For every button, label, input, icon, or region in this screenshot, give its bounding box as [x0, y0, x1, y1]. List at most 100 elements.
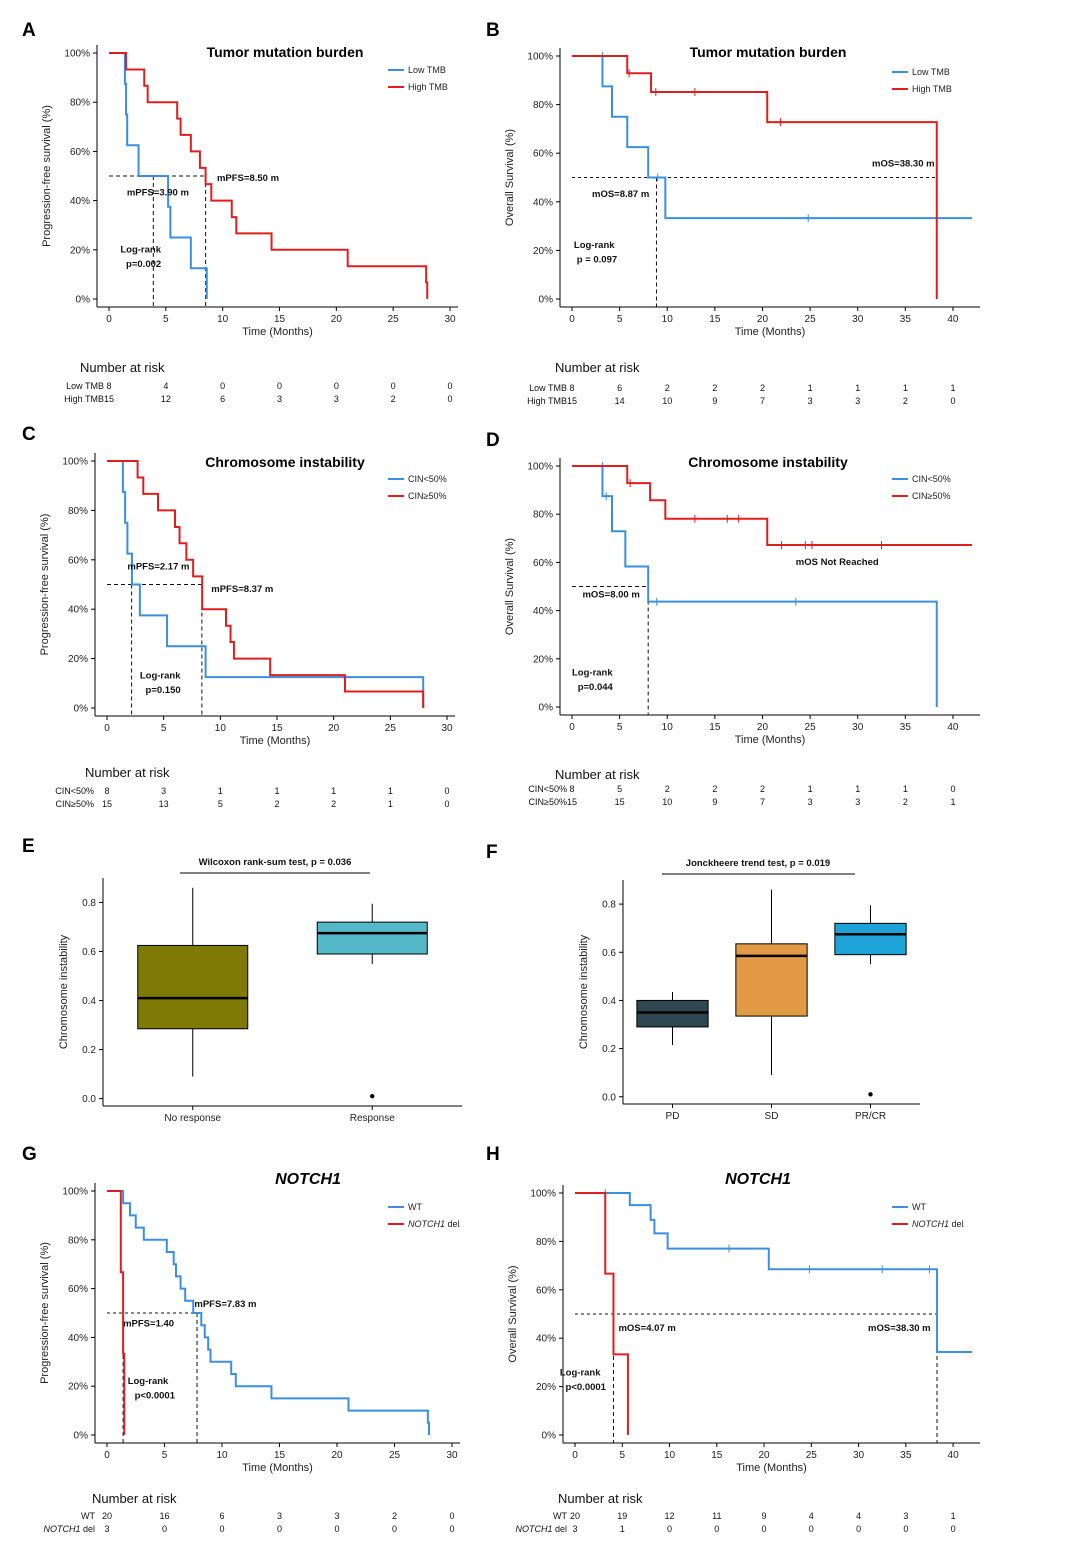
risk-value: 0 [903, 1524, 908, 1534]
annotation: p<0.0001 [135, 1390, 176, 1401]
x-tick-label: 5 [163, 314, 169, 325]
x-tick-label: 30 [853, 1450, 865, 1461]
risk-row-label: High TMB [527, 396, 567, 406]
risk-row-label: NOTCH1 del [43, 1524, 95, 1534]
y-axis-label: Overall Survival (%) [504, 538, 516, 635]
risk-table-title: Number at risk [555, 767, 640, 782]
risk-value: 0 [809, 1524, 814, 1534]
risk-value: 12 [161, 394, 171, 404]
x-tick-label: PR/CR [855, 1111, 886, 1122]
risk-value: 1 [218, 786, 223, 796]
y-axis-label: Progression-free survival (%) [39, 1242, 51, 1384]
y-tick-label: 100% [530, 1189, 556, 1200]
risk-value: 1 [331, 786, 336, 796]
risk-value: 19 [617, 1511, 627, 1521]
box-panel-f: F 0.0 0.2 0.4 0.6 0.8 Chromosome instability Jo… [486, 842, 920, 1122]
y-axis-label: Chromosome instability [578, 934, 590, 1049]
y-tick-label: 60% [536, 1285, 556, 1296]
risk-value: 0 [667, 1524, 672, 1534]
outlier-point [868, 1092, 873, 1097]
risk-value: 3 [855, 797, 860, 807]
y-axis-label: Overall Survival (%) [507, 1265, 519, 1362]
y-tick-label: 0.8 [602, 900, 616, 911]
annotation: mOS Not Reached [796, 557, 879, 568]
risk-row-label: Low TMB [66, 381, 104, 391]
x-tick-label: 25 [805, 722, 817, 733]
y-axis-label: Progression-free survival (%) [39, 514, 51, 656]
risk-value: 1 [950, 383, 955, 393]
y-tick-label: 40% [70, 196, 90, 207]
y-tick-label: 0.6 [602, 948, 616, 959]
y-tick-label: 60% [533, 149, 553, 160]
box-no-response: No response [137, 887, 249, 1124]
y-tick-label: 80% [533, 100, 553, 111]
annotation: p=0.002 [126, 259, 161, 270]
y-tick-label: 40% [536, 1334, 556, 1345]
y-tick-label: 100% [62, 1187, 88, 1198]
y-tick-label: 60% [533, 558, 553, 569]
risk-value: 8 [569, 383, 574, 393]
risk-value: 3 [572, 1524, 577, 1534]
risk-row-label: High TMB [64, 394, 104, 404]
chart-title: NOTCH1 [275, 1171, 341, 1188]
risk-value: 1 [808, 784, 813, 794]
risk-value: 0 [392, 1524, 397, 1534]
panel-label: A [22, 20, 36, 41]
y-tick-label: 40% [68, 1333, 88, 1344]
risk-row-label: CIN<50% [55, 786, 94, 796]
y-tick-label: 20% [70, 245, 90, 256]
risk-value: 1 [903, 383, 908, 393]
legend-entry: CIN≥50% [408, 491, 446, 501]
box-pd: PD [636, 992, 709, 1122]
risk-value: 10 [662, 797, 672, 807]
x-tick-label: 20 [328, 723, 340, 734]
x-tick-label: SD [765, 1111, 779, 1122]
risk-value: 20 [570, 1511, 580, 1521]
y-tick-label: 20% [536, 1382, 556, 1393]
annotation: mPFS=7.83 m [194, 1299, 256, 1310]
risk-value: 0 [856, 1524, 861, 1534]
risk-table-title: Number at risk [92, 1491, 177, 1506]
risk-value: 0 [277, 381, 282, 391]
y-tick-label: 60% [68, 555, 88, 566]
legend-entry: Low TMB [408, 65, 446, 75]
iqr-box [834, 922, 907, 956]
panel-label: F [486, 842, 498, 863]
x-tick-label: 10 [662, 722, 674, 733]
risk-value: 1 [388, 786, 393, 796]
risk-value: 5 [218, 799, 223, 809]
y-tick-label: 40% [533, 197, 553, 208]
x-tick-label: 15 [709, 722, 721, 733]
y-tick-label: 0% [542, 1431, 557, 1442]
x-tick-label: 40 [947, 314, 959, 325]
risk-value: 14 [615, 396, 625, 406]
x-tick-label: 0 [106, 314, 112, 325]
x-tick-label: 25 [389, 1450, 401, 1461]
km-curve-group2 [572, 465, 972, 547]
y-tick-label: 100% [527, 462, 553, 473]
risk-value: 4 [856, 1511, 861, 1521]
risk-value: 2 [760, 784, 765, 794]
x-tick-label: 30 [446, 1450, 458, 1461]
risk-value: 9 [712, 396, 717, 406]
chart-title: Tumor mutation burden [207, 44, 364, 60]
risk-value: 1 [855, 784, 860, 794]
legend-entry: High TMB [408, 82, 448, 92]
km-curve-group1 [107, 460, 425, 708]
y-tick-label: 0.4 [82, 996, 96, 1007]
y-tick-label: 0% [74, 704, 89, 715]
x-axis-label: Time (Months) [242, 1462, 313, 1474]
annotation: p=0.044 [578, 682, 614, 693]
chart-title: NOTCH1 [725, 1171, 791, 1188]
risk-value: 0 [950, 784, 955, 794]
x-tick-label: 10 [662, 314, 674, 325]
risk-value: 0 [447, 394, 452, 404]
annotation: p<0.0001 [566, 1382, 607, 1393]
x-tick-label: 15 [711, 1450, 723, 1461]
test-label: Jonckheere trend test, p = 0.019 [686, 858, 830, 869]
risk-value: 6 [220, 394, 225, 404]
risk-value: 2 [903, 797, 908, 807]
y-tick-label: 0% [539, 295, 554, 306]
panel-label: H [486, 1144, 500, 1165]
legend-entry: CIN≥50% [912, 491, 950, 501]
